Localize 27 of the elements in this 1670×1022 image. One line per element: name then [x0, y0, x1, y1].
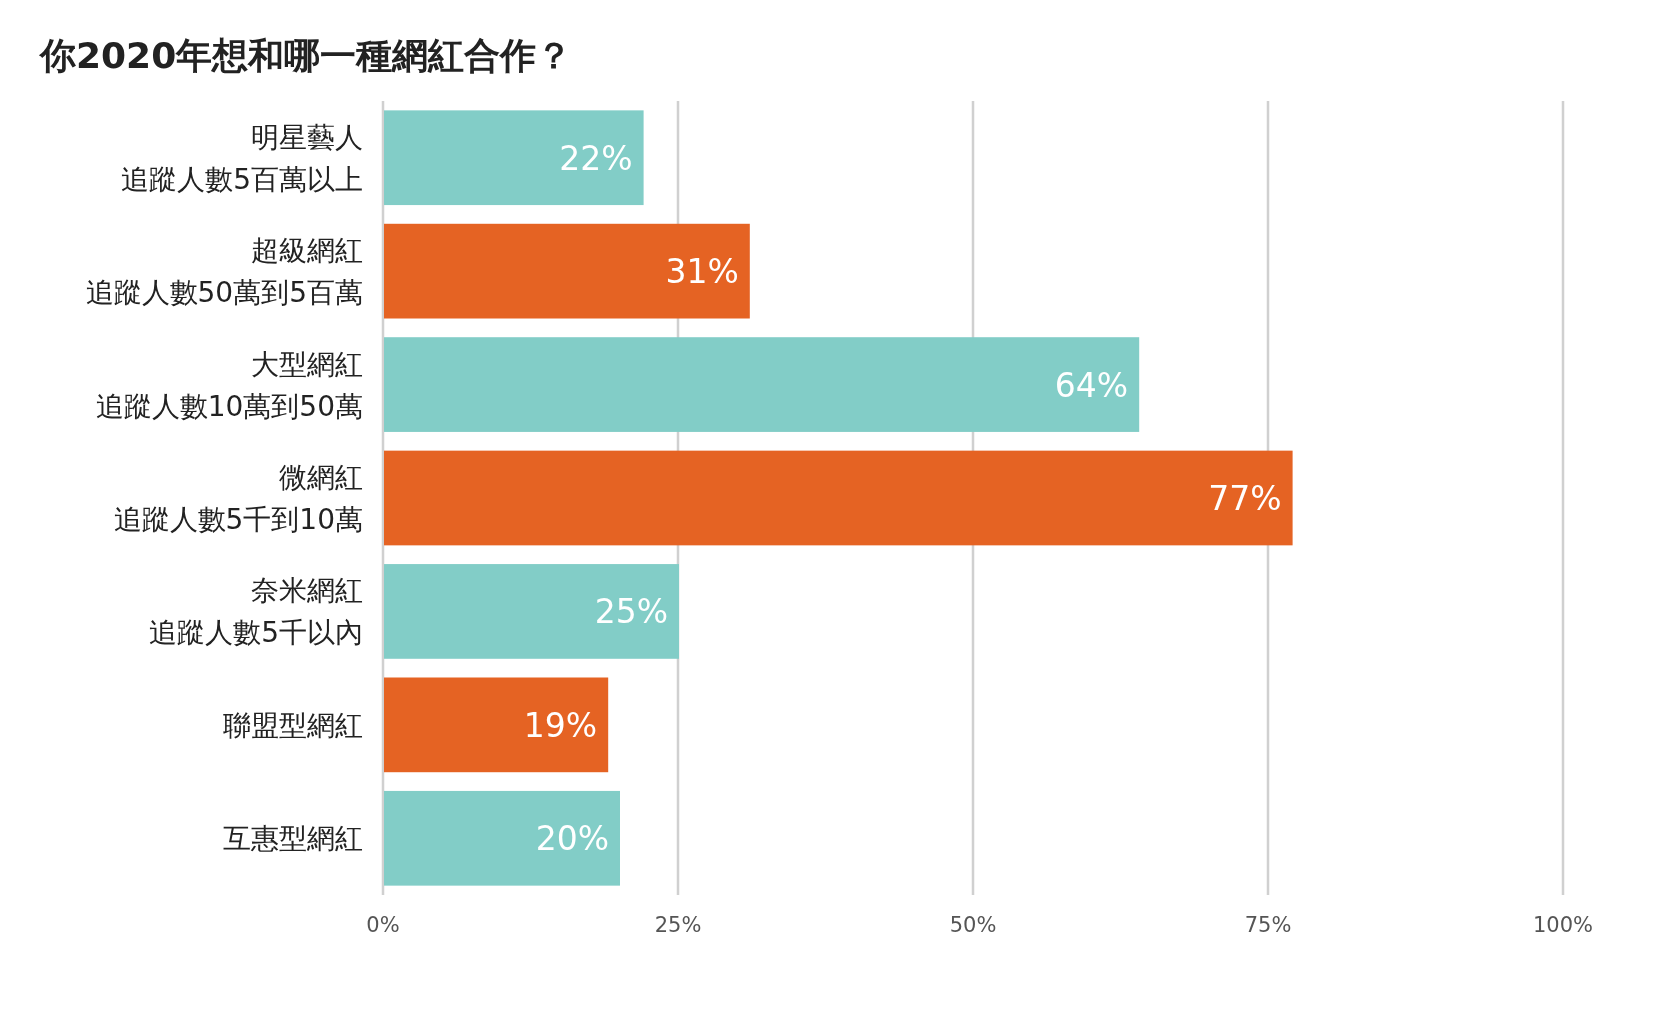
bar — [384, 450, 1293, 546]
data-label: 77% — [1208, 479, 1282, 518]
bar — [384, 564, 679, 659]
data-label: 19% — [523, 705, 598, 745]
data-label: 31% — [665, 252, 739, 292]
bar — [384, 223, 750, 319]
chart-title: 你2020年想和哪一種網紅合作？ — [38, 35, 573, 76]
y-tick-label: 奈米網紅追蹤人數5千以內 — [149, 574, 363, 650]
bar — [384, 337, 1140, 432]
data-label: 64% — [1054, 365, 1129, 405]
bar — [384, 790, 620, 886]
data-label: 22% — [559, 138, 633, 178]
x-tick-label: 25% — [654, 913, 702, 937]
x-tick-label: 100% — [1532, 913, 1594, 937]
x-tick-label: 75% — [1244, 913, 1292, 937]
bar — [384, 110, 644, 206]
y-tick-label: 互惠型網紅 — [223, 822, 363, 856]
data-label: 20% — [535, 819, 609, 859]
y-tick-label: 大型網紅追蹤人數10萬到50萬 — [95, 347, 363, 423]
y-tick-label: 超級網紅追蹤人數50萬到5百萬 — [85, 234, 363, 310]
x-tick-label: 0% — [366, 913, 400, 937]
y-tick-label: 明星藝人追蹤人數5百萬以上 — [121, 120, 363, 196]
bar — [384, 677, 609, 773]
y-tick-label: 微網紅追蹤人數5千到10萬 — [113, 461, 363, 536]
y-tick-label: 聯盟型網紅 — [223, 708, 363, 742]
x-tick-label: 50% — [949, 913, 997, 937]
data-label: 25% — [594, 592, 668, 632]
